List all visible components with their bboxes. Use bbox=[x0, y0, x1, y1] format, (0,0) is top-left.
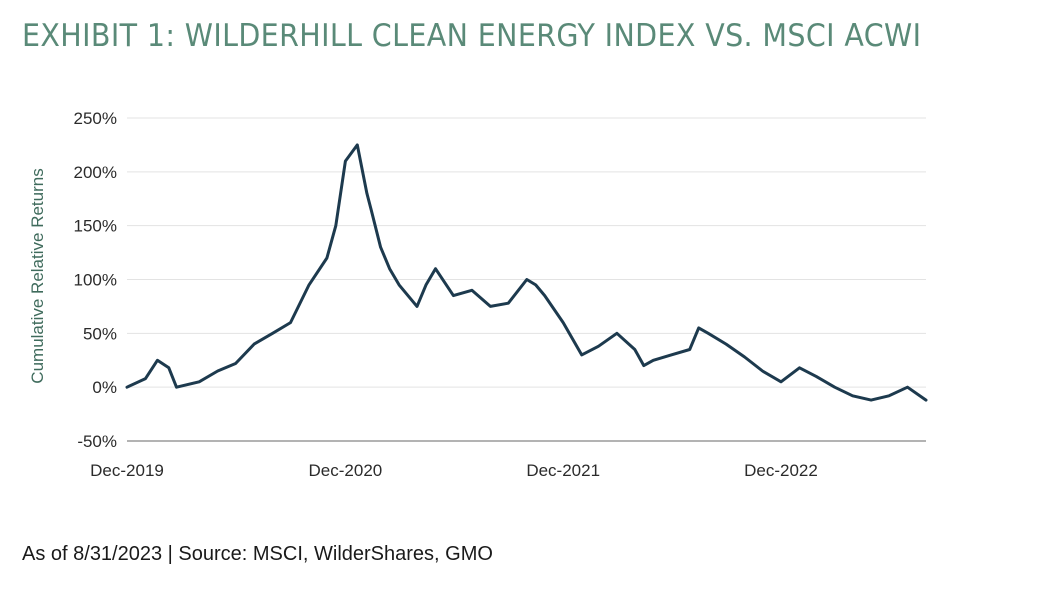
x-tick-label: Dec-2020 bbox=[309, 461, 383, 480]
y-tick-label: 50% bbox=[83, 324, 117, 343]
source-note: As of 8/31/2023 | Source: MSCI, WilderSh… bbox=[22, 543, 493, 565]
y-axis-label: Cumulative Relative Returns bbox=[28, 168, 47, 383]
y-axis-ticks: -50% 0% 50% 100% 150% 200% 250% bbox=[74, 109, 117, 451]
series-line-group bbox=[125, 143, 928, 402]
y-tick-label: 150% bbox=[74, 217, 117, 236]
x-axis-ticks: Dec-2019 Dec-2020 Dec-2021 Dec-2022 bbox=[90, 461, 818, 480]
y-tick-label: 200% bbox=[74, 163, 117, 182]
y-tick-label: 0% bbox=[92, 378, 117, 397]
exhibit-title: EXHIBIT 1: WILDERHILL CLEAN ENERGY INDEX… bbox=[22, 18, 922, 54]
y-tick-label: 100% bbox=[74, 271, 117, 290]
y-tick-label: 250% bbox=[74, 109, 117, 128]
series-line bbox=[125, 143, 928, 402]
chart-grid bbox=[127, 117, 926, 442]
x-tick-label: Dec-2019 bbox=[90, 461, 164, 480]
y-tick-label: -50% bbox=[77, 432, 117, 451]
x-tick-label: Dec-2021 bbox=[526, 461, 600, 480]
x-tick-label: Dec-2022 bbox=[744, 461, 818, 480]
